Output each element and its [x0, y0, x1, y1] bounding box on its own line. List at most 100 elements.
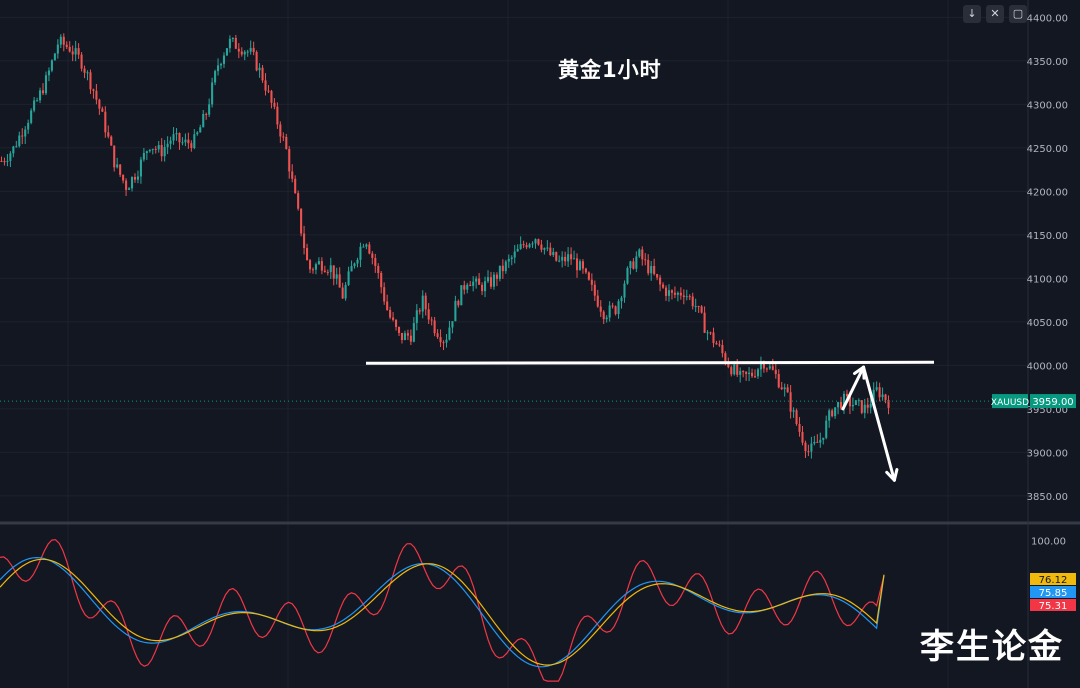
- candle-body: [297, 193, 300, 209]
- candle-body: [12, 146, 15, 154]
- candle-body: [160, 145, 163, 157]
- price-tick-label: 3950.00: [1027, 405, 1068, 416]
- candle-body: [798, 423, 801, 432]
- candle-body: [475, 278, 478, 282]
- trend-arrow-1-head: [853, 365, 866, 375]
- scroll-down-icon[interactable]: ↓: [963, 5, 981, 23]
- candle-body: [718, 344, 721, 346]
- price-axis[interactable]: 4400.00 4350.00 4300.00 4250.00 4200.00 4150.…: [991, 13, 1076, 612]
- candle-body: [308, 260, 312, 270]
- candle-body: [125, 180, 128, 190]
- price-tick-label: 4350.00: [1027, 57, 1068, 68]
- candle-body: [142, 153, 145, 160]
- candle-body: [219, 63, 223, 66]
- candle-body: [68, 46, 71, 52]
- candle-body: [762, 363, 765, 369]
- candle-body: [866, 404, 869, 408]
- price-tick-label: 4150.00: [1027, 231, 1068, 242]
- candle-body: [653, 265, 656, 275]
- oscillator-line-red: [0, 539, 885, 682]
- candle-body: [285, 136, 288, 150]
- candle-body: [694, 306, 697, 308]
- candle-body: [86, 72, 89, 74]
- candle-body: [154, 148, 157, 150]
- candle-body: [635, 256, 638, 269]
- candle-body: [288, 149, 291, 172]
- candle-body: [620, 297, 623, 302]
- candle-body: [463, 285, 466, 290]
- candle-body: [733, 364, 736, 375]
- candle-body: [181, 142, 184, 144]
- candle-body: [380, 272, 383, 288]
- candle-body: [596, 295, 599, 307]
- candle-body: [119, 164, 122, 175]
- candle-body: [810, 443, 813, 452]
- osc-tick-label: 100.00: [1031, 536, 1066, 547]
- trend-arrow-2-head: [885, 470, 896, 482]
- fullscreen-icon[interactable]: ▢: [1009, 5, 1027, 23]
- candle-body: [869, 403, 872, 408]
- candle-body: [368, 244, 371, 254]
- candle-body: [691, 296, 694, 307]
- candle-body: [353, 263, 356, 267]
- candle-body: [768, 366, 771, 369]
- price-tick-label: 4200.00: [1027, 187, 1068, 198]
- trend-arrow-1: [841, 365, 866, 411]
- symbol-tag: [992, 394, 1028, 409]
- candle-body: [163, 147, 166, 157]
- candle-body: [386, 301, 389, 310]
- candle-body: [335, 274, 338, 279]
- collapse-icon[interactable]: ✕: [986, 5, 1004, 23]
- candle-body: [605, 317, 608, 320]
- candle-body: [662, 284, 665, 288]
- candle-body: [276, 106, 279, 125]
- candle-body: [857, 400, 860, 402]
- candle-body: [95, 90, 98, 100]
- candle-body: [570, 254, 573, 260]
- candle-body: [130, 177, 134, 189]
- candle-body: [190, 143, 193, 148]
- candle-body: [59, 36, 62, 45]
- candle-body: [92, 89, 95, 91]
- candle-body: [323, 270, 326, 272]
- candle-body: [211, 82, 214, 105]
- candle-body: [21, 135, 24, 137]
- candle-body: [626, 267, 629, 284]
- candle-body: [392, 317, 395, 320]
- candle-body: [424, 295, 427, 310]
- candle-body: [507, 258, 510, 262]
- candle-body: [602, 311, 605, 320]
- candle-body: [217, 65, 220, 72]
- candle-body: [133, 177, 137, 180]
- drawing-layer[interactable]: [365, 360, 935, 482]
- candle-body: [831, 410, 834, 417]
- candle-body: [208, 104, 211, 115]
- candle-body: [44, 75, 48, 94]
- candle-body: [724, 353, 727, 363]
- candle-body: [703, 312, 706, 333]
- candle-body: [231, 38, 234, 40]
- candle-body: [240, 51, 243, 55]
- candle-body: [442, 342, 445, 344]
- candle-body: [466, 284, 469, 290]
- candle-body: [291, 171, 294, 179]
- candle-body: [667, 290, 671, 296]
- candle-body: [389, 309, 392, 318]
- candle-body: [564, 256, 567, 262]
- candle-body: [881, 394, 884, 398]
- candle-body: [258, 67, 261, 71]
- osc-value-label: 76.12: [1039, 575, 1068, 586]
- candle-body: [673, 292, 676, 295]
- candle-body: [347, 271, 350, 285]
- candle-body: [317, 261, 320, 265]
- candle-body: [33, 100, 36, 111]
- candle-body: [771, 366, 774, 370]
- candle-body: [581, 261, 584, 269]
- candle-body: [157, 145, 160, 150]
- candle-body: [745, 371, 748, 374]
- candle-body: [528, 244, 531, 248]
- candle-body: [753, 376, 757, 378]
- candle-body: [116, 164, 119, 168]
- candle-body: [350, 266, 353, 272]
